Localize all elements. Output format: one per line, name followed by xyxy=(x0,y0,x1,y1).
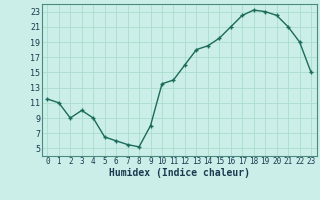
X-axis label: Humidex (Indice chaleur): Humidex (Indice chaleur) xyxy=(109,168,250,178)
